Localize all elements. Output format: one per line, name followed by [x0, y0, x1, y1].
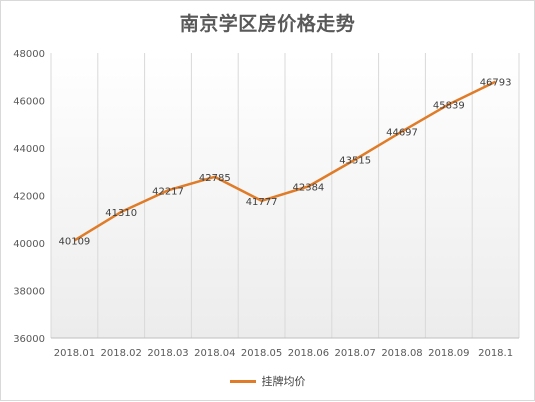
y-tick-label: 38000 [13, 287, 45, 298]
data-label: 41310 [105, 208, 137, 219]
data-label: 42217 [152, 186, 184, 197]
data-label: 44697 [386, 127, 418, 138]
data-label: 45839 [433, 100, 465, 111]
x-axis-tick-labels: 2018.01 2018.02 2018.03 2018.04 2018.05 2018.… [54, 348, 513, 359]
chart-title: 南京学区房价格走势 [179, 13, 356, 35]
x-tick-label: 2018.02 [101, 348, 142, 359]
x-tick-label: 2018.06 [288, 348, 329, 359]
x-tick-label: 2018.05 [241, 348, 282, 359]
y-tick-label: 46000 [13, 97, 45, 108]
y-axis-tick-labels: 36000 38000 40000 42000 44000 46000 48000 [13, 49, 45, 345]
x-tick-label: 2018.09 [428, 348, 469, 359]
data-label: 42384 [292, 182, 324, 193]
legend: 挂牌均价 [1, 373, 534, 389]
series-line [73, 80, 497, 242]
x-tick-label: 2018.03 [147, 348, 188, 359]
y-tick-label: 44000 [13, 144, 45, 155]
x-tick-label: 2018.07 [335, 348, 376, 359]
x-tick-label: 2018.1 [478, 348, 513, 359]
data-label: 42785 [199, 173, 231, 184]
y-tick-label: 42000 [13, 192, 45, 203]
y-tick-label: 36000 [13, 334, 45, 345]
data-label: 43515 [339, 156, 371, 167]
x-tick-label: 2018.08 [381, 348, 422, 359]
legend-swatch [229, 379, 256, 383]
data-label: 46793 [480, 78, 512, 89]
legend-label: 挂牌均价 [261, 375, 306, 388]
y-tick-label: 40000 [13, 239, 45, 250]
data-label: 40109 [58, 236, 90, 247]
data-label: 41777 [246, 197, 278, 208]
y-tick-label: 48000 [13, 49, 45, 60]
x-tick-label: 2018.01 [54, 348, 95, 359]
data-labels: 40109 41310 42217 42785 41777 42384 43515 44697… [58, 78, 511, 248]
x-tick-label: 2018.04 [194, 348, 235, 359]
vertical-gridlines [50, 53, 520, 339]
